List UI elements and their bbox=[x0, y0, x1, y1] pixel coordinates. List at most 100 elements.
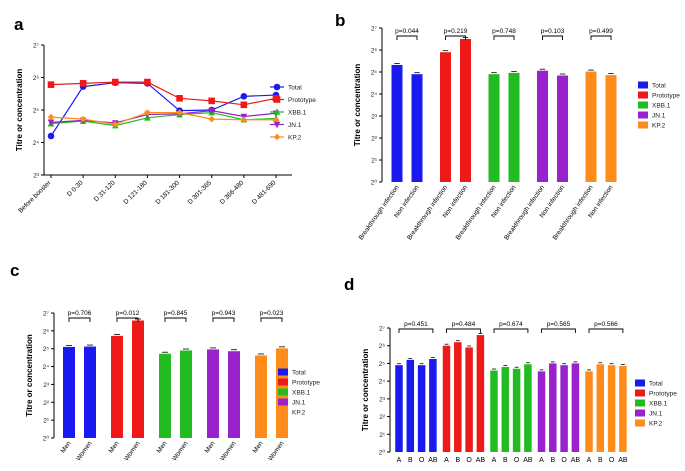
panel-label-a: a bbox=[14, 15, 24, 34]
data-point-marker bbox=[208, 115, 216, 123]
x-tick-label: Women bbox=[171, 440, 190, 463]
y-tick-label: 2⁴ bbox=[371, 92, 378, 99]
legend-label: XBB.1 bbox=[649, 401, 668, 408]
p-value-label: p=0.565 bbox=[547, 321, 571, 328]
x-tick-label: O bbox=[609, 457, 615, 464]
data-point-marker bbox=[47, 81, 55, 88]
y-tick-label: 2⁶ bbox=[43, 328, 50, 335]
p-value-label: p=0.484 bbox=[452, 321, 476, 328]
significance-bracket bbox=[493, 35, 515, 40]
x-tick-label: B bbox=[503, 457, 508, 464]
bar bbox=[228, 351, 240, 438]
bar bbox=[111, 335, 123, 438]
bar bbox=[571, 363, 580, 452]
x-tick-label: O bbox=[419, 457, 425, 464]
bar bbox=[560, 365, 568, 452]
y-tick-label: 2⁷ bbox=[33, 43, 40, 50]
bar bbox=[442, 345, 451, 452]
significance-bracket bbox=[164, 317, 187, 322]
bar bbox=[84, 346, 96, 438]
legend-swatch bbox=[635, 389, 645, 397]
series-line-xbb1 bbox=[50, 111, 277, 127]
y-tick-label: 2² bbox=[43, 400, 50, 407]
bar bbox=[132, 320, 144, 438]
y-axis-title: Titre or concentration bbox=[361, 349, 370, 432]
p-value-label: p=0.044 bbox=[395, 28, 419, 35]
legend-label: Total bbox=[292, 370, 306, 377]
bar bbox=[207, 349, 219, 438]
legend-label: Prototype bbox=[652, 93, 680, 100]
significance-bracket bbox=[542, 35, 563, 40]
x-tick-label: Women bbox=[267, 440, 286, 463]
bar bbox=[488, 74, 500, 182]
data-point-marker bbox=[79, 80, 87, 87]
y-tick-label: 2⁶ bbox=[371, 48, 378, 55]
legend-label: JN.1 bbox=[649, 411, 663, 418]
legend-label: KP.2 bbox=[292, 410, 306, 417]
bar bbox=[524, 364, 532, 452]
series-line-total bbox=[50, 82, 277, 137]
y-tick-label: 2⁵ bbox=[43, 346, 50, 353]
y-tick-label: 2⁴ bbox=[33, 140, 40, 147]
y-tick-label: 2⁷ bbox=[371, 26, 378, 33]
x-tick-label: O bbox=[561, 457, 567, 464]
legend-label: Prototype bbox=[649, 391, 677, 398]
bar bbox=[395, 365, 403, 452]
y-axis-title: Titre or concentration bbox=[15, 69, 24, 152]
significance-bracket bbox=[590, 35, 612, 40]
data-point-marker bbox=[144, 78, 151, 86]
legend-label: XBB.1 bbox=[288, 110, 307, 117]
y-tick-label: 2⁵ bbox=[371, 70, 378, 77]
bar bbox=[476, 335, 485, 452]
legend-label: Total bbox=[288, 85, 302, 92]
y-tick-label: 2⁷ bbox=[43, 311, 50, 318]
data-point-marker bbox=[47, 132, 55, 140]
bar bbox=[406, 359, 415, 452]
bar bbox=[159, 353, 171, 438]
legend-swatch bbox=[278, 368, 288, 376]
data-point-marker bbox=[272, 116, 280, 124]
p-value-label: p=0.706 bbox=[68, 310, 92, 317]
legend-swatch bbox=[635, 409, 645, 417]
y-tick-label: 2⁵ bbox=[33, 108, 40, 115]
bar bbox=[454, 342, 462, 452]
legend-label: Prototype bbox=[292, 380, 320, 387]
y-tick-label: 2⁵ bbox=[379, 361, 386, 368]
legend-swatch bbox=[638, 81, 648, 89]
x-tick-label: A bbox=[397, 457, 402, 464]
x-tick-label: AB bbox=[428, 457, 438, 464]
y-tick-label: 2¹ bbox=[371, 158, 378, 165]
data-point-marker bbox=[240, 116, 248, 124]
y-tick-label: 2³ bbox=[33, 173, 40, 180]
series-line-prototype bbox=[50, 81, 277, 106]
x-tick-label: A bbox=[492, 457, 497, 464]
y-tick-label: 2¹ bbox=[379, 432, 386, 439]
legend-label: XBB.1 bbox=[652, 103, 671, 110]
bar bbox=[63, 346, 75, 438]
data-point-marker bbox=[208, 107, 216, 115]
data-point-marker bbox=[47, 113, 55, 121]
x-tick-label: A bbox=[444, 457, 449, 464]
data-point-marker bbox=[144, 109, 151, 116]
x-tick-label: Women bbox=[219, 440, 238, 463]
x-tick-label: Before booster bbox=[17, 179, 53, 215]
x-tick-label: Women bbox=[123, 440, 142, 463]
y-axis-title: Titre or concentration bbox=[353, 64, 362, 147]
y-tick-label: 2⁶ bbox=[379, 343, 386, 350]
p-value-label: p=0.943 bbox=[212, 310, 236, 317]
significance-bracket bbox=[116, 317, 139, 322]
legend-swatch bbox=[278, 408, 288, 416]
legend-label: KP.2 bbox=[649, 421, 663, 428]
legend-label: Total bbox=[649, 381, 663, 388]
y-tick-label: 2⁶ bbox=[33, 75, 40, 82]
x-tick-label: Men bbox=[60, 440, 73, 455]
x-tick-label: AB bbox=[618, 457, 628, 464]
y-tick-label: 2¹ bbox=[43, 418, 50, 425]
significance-bracket bbox=[68, 317, 91, 322]
p-value-label: p=0.219 bbox=[444, 28, 468, 35]
y-tick-label: 2⁷ bbox=[379, 326, 386, 333]
x-tick-label: B bbox=[550, 457, 555, 464]
x-tick-label: AB bbox=[523, 457, 533, 464]
x-tick-label: D 301-365 bbox=[187, 179, 214, 206]
panel-label-c: c bbox=[10, 261, 19, 280]
